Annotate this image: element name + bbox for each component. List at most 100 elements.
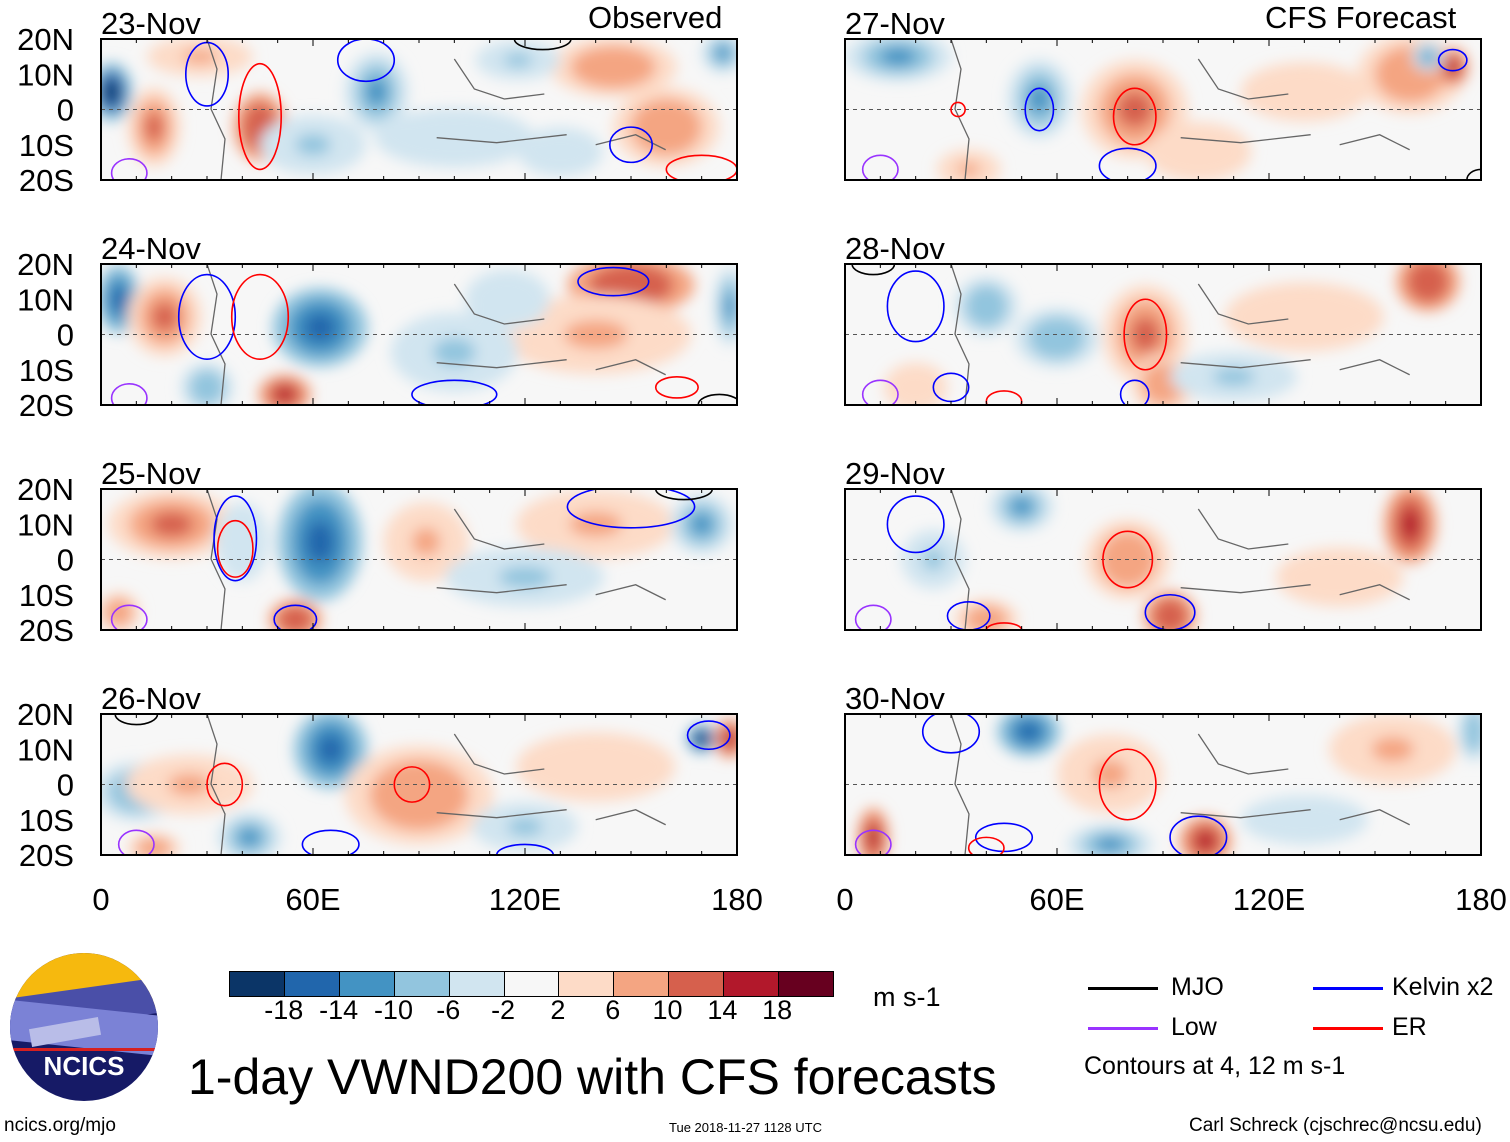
colorbar-level-label: 14: [707, 995, 738, 1025]
er-contour: [238, 62, 283, 171]
legend-line-low: [1088, 1027, 1158, 1030]
er-contour: [950, 101, 966, 118]
wind-anomaly-core: [1212, 367, 1255, 386]
legend-label-er: ER: [1392, 1013, 1427, 1041]
lat-tick-label: 10N: [17, 57, 74, 92]
wind-anomaly-core: [1095, 837, 1125, 852]
er-contour: [206, 762, 244, 807]
low-contour: [110, 383, 148, 405]
footer-url: ncics.org/mjo: [4, 1115, 116, 1136]
figure-title: 1-day VWND200 with CFS forecasts: [188, 1049, 997, 1105]
kelvin-contour: [686, 720, 731, 751]
lat-tick-label: 10S: [19, 803, 74, 838]
er-contour: [393, 766, 431, 803]
wind-anomaly-core: [724, 292, 736, 321]
lat-tick-label: 20S: [19, 388, 74, 423]
mjo-contour: [654, 489, 714, 501]
wind-anomaly-core: [503, 53, 533, 68]
colorbar-swatch: [394, 972, 450, 996]
wind-anomaly-core: [318, 735, 344, 764]
footer-credit: Carl Schreck (cjschrec@ncsu.edu): [1189, 1115, 1482, 1136]
wind-anomaly-core: [975, 295, 997, 317]
wind-anomaly-core: [563, 320, 628, 349]
lon-tick-label: 60E: [1029, 882, 1084, 917]
kelvin-contour: [886, 270, 945, 343]
wind-anomaly-core: [1161, 607, 1179, 625]
footer-timestamp: Tue 2018-11-27 1128 UTC: [669, 1120, 822, 1135]
wind-anomaly-core: [238, 828, 260, 847]
wind-anomaly-core: [1131, 316, 1160, 353]
kelvin-contour: [886, 495, 945, 554]
low-contour: [110, 158, 148, 180]
lat-tick-label: 0: [57, 543, 74, 578]
colorbar-swatch: [614, 972, 670, 996]
wind-anomaly-core: [867, 826, 879, 848]
wind-anomaly-core: [304, 313, 336, 342]
kelvin-contour: [946, 601, 991, 630]
colorbar-level-label: 6: [605, 995, 621, 1025]
map-panel-27-Nov: 27-Nov: [844, 6, 1482, 181]
wind-anomaly-core: [111, 605, 126, 620]
wind-anomaly-core: [1283, 810, 1326, 829]
wind-anomaly-core: [1283, 81, 1326, 103]
colorbar-level-label: 10: [652, 995, 683, 1025]
colorbar-swatch: [779, 972, 833, 996]
wind-anomaly-core: [1447, 60, 1459, 75]
coastlines: [206, 714, 666, 855]
wind-anomaly-core: [1018, 722, 1040, 741]
wind-anomaly-core: [394, 777, 444, 813]
er-contour: [216, 519, 254, 578]
wind-anomaly-core: [1417, 271, 1439, 293]
wind-anomaly-core: [1422, 51, 1434, 62]
wind-anomaly-core: [546, 142, 575, 161]
colorbar-swatch: [724, 972, 780, 996]
legend-line-er: [1313, 1027, 1383, 1030]
legend-label-low: Low: [1171, 1013, 1217, 1041]
lon-tick-label: 180: [711, 882, 763, 917]
kelvin-contour: [273, 604, 318, 630]
coastlines: [206, 264, 666, 405]
colorbar-swatch: [504, 972, 560, 996]
colorbar: [229, 971, 834, 997]
lon-tick-label: 0: [836, 882, 853, 917]
er-contour: [1112, 87, 1157, 146]
wind-anomaly-core: [104, 81, 119, 103]
wind-anomaly-core: [569, 754, 623, 780]
kelvin-contour: [1119, 379, 1150, 405]
panel-date-label: 30-Nov: [845, 681, 945, 716]
wind-anomaly-core: [498, 566, 552, 588]
er-contour: [665, 154, 737, 180]
units-label: m s-1: [873, 982, 941, 1012]
lat-tick-label: 20S: [19, 163, 74, 198]
wind-anomaly-core: [1092, 759, 1128, 789]
wind-anomaly-core: [295, 134, 331, 156]
wind-anomaly-core: [609, 274, 653, 296]
wind-anomaly-core: [111, 286, 126, 312]
colorbar-level-label: -2: [491, 995, 516, 1025]
panel-date-label: 24-Nov: [101, 231, 201, 266]
colorbar-level-label: -18: [264, 995, 304, 1025]
wind-anomaly-core: [427, 127, 481, 149]
wind-anomaly-core: [493, 288, 522, 310]
wind-anomaly-core: [1468, 721, 1480, 743]
wind-anomaly-core: [1042, 327, 1072, 349]
wind-anomaly-core: [1401, 510, 1420, 539]
wind-anomaly-core: [152, 302, 177, 331]
kelvin-contour: [974, 822, 1034, 853]
observed-header: Observed: [588, 0, 723, 35]
coastlines: [206, 489, 666, 630]
colorbar-swatch: [559, 972, 615, 996]
colorbar-level-label: -6: [436, 995, 461, 1025]
colorbar-swatch: [669, 972, 725, 996]
wind-anomaly-core: [648, 113, 684, 142]
panel-date-label: 27-Nov: [845, 6, 945, 41]
legend-label-mjo: MJO: [1171, 973, 1224, 1001]
lat-tick-label: 10S: [19, 578, 74, 613]
er-contour: [1123, 298, 1168, 371]
kelvin-contour: [577, 266, 650, 297]
low-contour: [117, 829, 155, 855]
